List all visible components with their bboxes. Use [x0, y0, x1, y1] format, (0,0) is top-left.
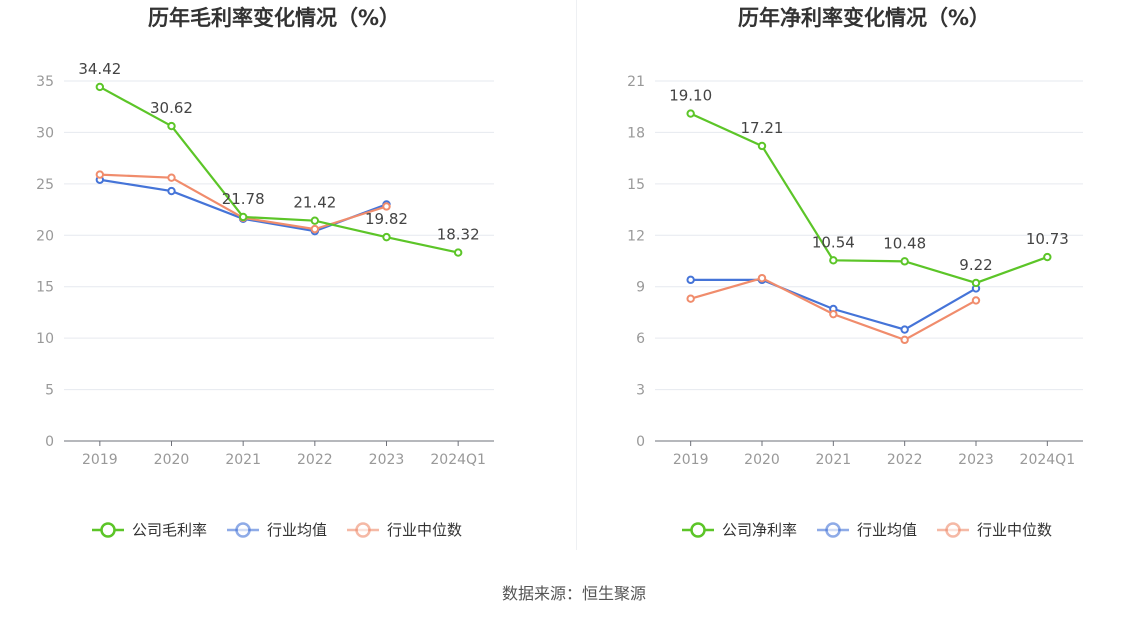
data-point[interactable] [900, 325, 909, 334]
legend-label: 行业中位数 [977, 521, 1052, 539]
data-point[interactable] [971, 296, 981, 305]
data-point[interactable] [453, 248, 463, 257]
x-tick-label: 2021 [225, 452, 261, 468]
y-tick-label: 25 [36, 177, 54, 193]
x-tick-label: 2022 [297, 452, 333, 468]
data-label: 10.73 [1026, 230, 1069, 248]
x-tick-label: 2023 [369, 452, 405, 468]
y-tick-label: 0 [636, 434, 645, 450]
y-tick-label: 15 [36, 280, 54, 296]
y-tick-label: 18 [627, 125, 645, 141]
panel-divider [576, 0, 577, 550]
legend-item[interactable]: 行业中位数 [347, 521, 462, 539]
x-tick-label: 2022 [887, 452, 923, 468]
legend-marker-icon [945, 522, 961, 538]
legend-label: 行业均值 [857, 521, 917, 539]
y-tick-label: 35 [36, 74, 54, 90]
data-point[interactable] [686, 275, 695, 285]
data-label: 10.54 [812, 233, 855, 251]
legend-marker-icon [235, 522, 251, 538]
legend-item[interactable]: 公司净利率 [682, 521, 797, 539]
legend-item[interactable]: 行业均值 [817, 521, 917, 539]
chart-title: 历年净利率变化情况（%） [738, 6, 990, 30]
data-point[interactable] [757, 141, 767, 151]
x-tick-label: 2020 [744, 452, 780, 468]
series-line [690, 112, 1048, 285]
x-tick-label: 2019 [82, 452, 118, 468]
x-tick-label: 2024Q1 [1020, 452, 1076, 468]
chart-title: 历年毛利率变化情况（%） [148, 6, 400, 30]
data-point[interactable] [95, 82, 105, 92]
legend-marker-icon [100, 522, 116, 538]
data-point[interactable] [829, 309, 838, 319]
data-point[interactable] [900, 257, 909, 266]
data-source: 数据来源：恒生聚源 [501, 584, 646, 603]
y-tick-label: 5 [45, 383, 54, 399]
data-point[interactable] [686, 109, 695, 118]
y-tick-label: 10 [36, 331, 54, 347]
data-label: 9.22 [959, 256, 992, 274]
y-tick-label: 3 [636, 383, 645, 399]
y-tick-label: 0 [45, 434, 54, 450]
data-point[interactable] [757, 273, 767, 283]
gross-margin-chart: 历年毛利率变化情况（%） 0 5 10 15 20 25 30 35 2019 2020 2021 20… [36, 6, 494, 539]
legend-label: 行业均值 [267, 521, 327, 539]
legend-marker-icon [690, 522, 706, 538]
legend-marker-icon [825, 522, 841, 538]
data-point[interactable] [310, 224, 320, 234]
data-point[interactable] [167, 186, 176, 196]
y-tick-label: 12 [627, 228, 645, 244]
data-point[interactable] [1043, 252, 1052, 262]
series-line [99, 85, 459, 254]
y-tick-label: 15 [627, 177, 645, 193]
legend-item[interactable]: 公司毛利率 [92, 521, 207, 539]
y-tick-label: 9 [636, 280, 645, 296]
data-label: 17.21 [741, 119, 784, 137]
data-label: 19.10 [669, 87, 712, 105]
x-tick-label: 2020 [154, 452, 190, 468]
data-point[interactable] [167, 173, 176, 182]
net-margin-chart: 历年净利率变化情况（%） 0 3 6 9 12 15 18 21 2019 2020 2021 2022… [627, 6, 1083, 539]
data-point[interactable] [310, 216, 320, 225]
x-tick-label: 2024Q1 [430, 452, 486, 468]
data-label: 21.78 [222, 190, 265, 208]
data-label: 34.42 [78, 60, 121, 78]
data-point[interactable] [167, 121, 176, 131]
legend-item[interactable]: 行业中位数 [937, 521, 1052, 539]
data-label: 21.42 [293, 194, 336, 212]
legend-label: 公司毛利率 [132, 521, 207, 539]
x-tick-label: 2021 [816, 452, 852, 468]
data-point[interactable] [238, 212, 248, 222]
data-point[interactable] [686, 294, 695, 303]
legend-marker-icon [355, 522, 371, 538]
data-label: 10.48 [883, 234, 926, 252]
data-point[interactable] [900, 335, 909, 345]
legend-label: 行业中位数 [387, 521, 462, 539]
data-point[interactable] [382, 202, 391, 211]
y-tick-label: 30 [36, 125, 54, 141]
data-label: 18.32 [437, 226, 480, 244]
y-tick-label: 20 [36, 228, 54, 244]
data-point[interactable] [382, 232, 391, 242]
y-tick-label: 21 [627, 74, 645, 90]
y-tick-label: 6 [636, 331, 645, 347]
data-point[interactable] [971, 278, 981, 288]
data-point[interactable] [95, 170, 105, 179]
legend-label: 公司净利率 [722, 521, 797, 539]
data-point[interactable] [829, 256, 838, 265]
x-tick-label: 2019 [673, 452, 709, 468]
x-tick-label: 2023 [958, 452, 994, 468]
data-label: 30.62 [150, 99, 193, 117]
data-label: 19.82 [365, 210, 408, 228]
legend-item[interactable]: 行业均值 [227, 521, 327, 539]
